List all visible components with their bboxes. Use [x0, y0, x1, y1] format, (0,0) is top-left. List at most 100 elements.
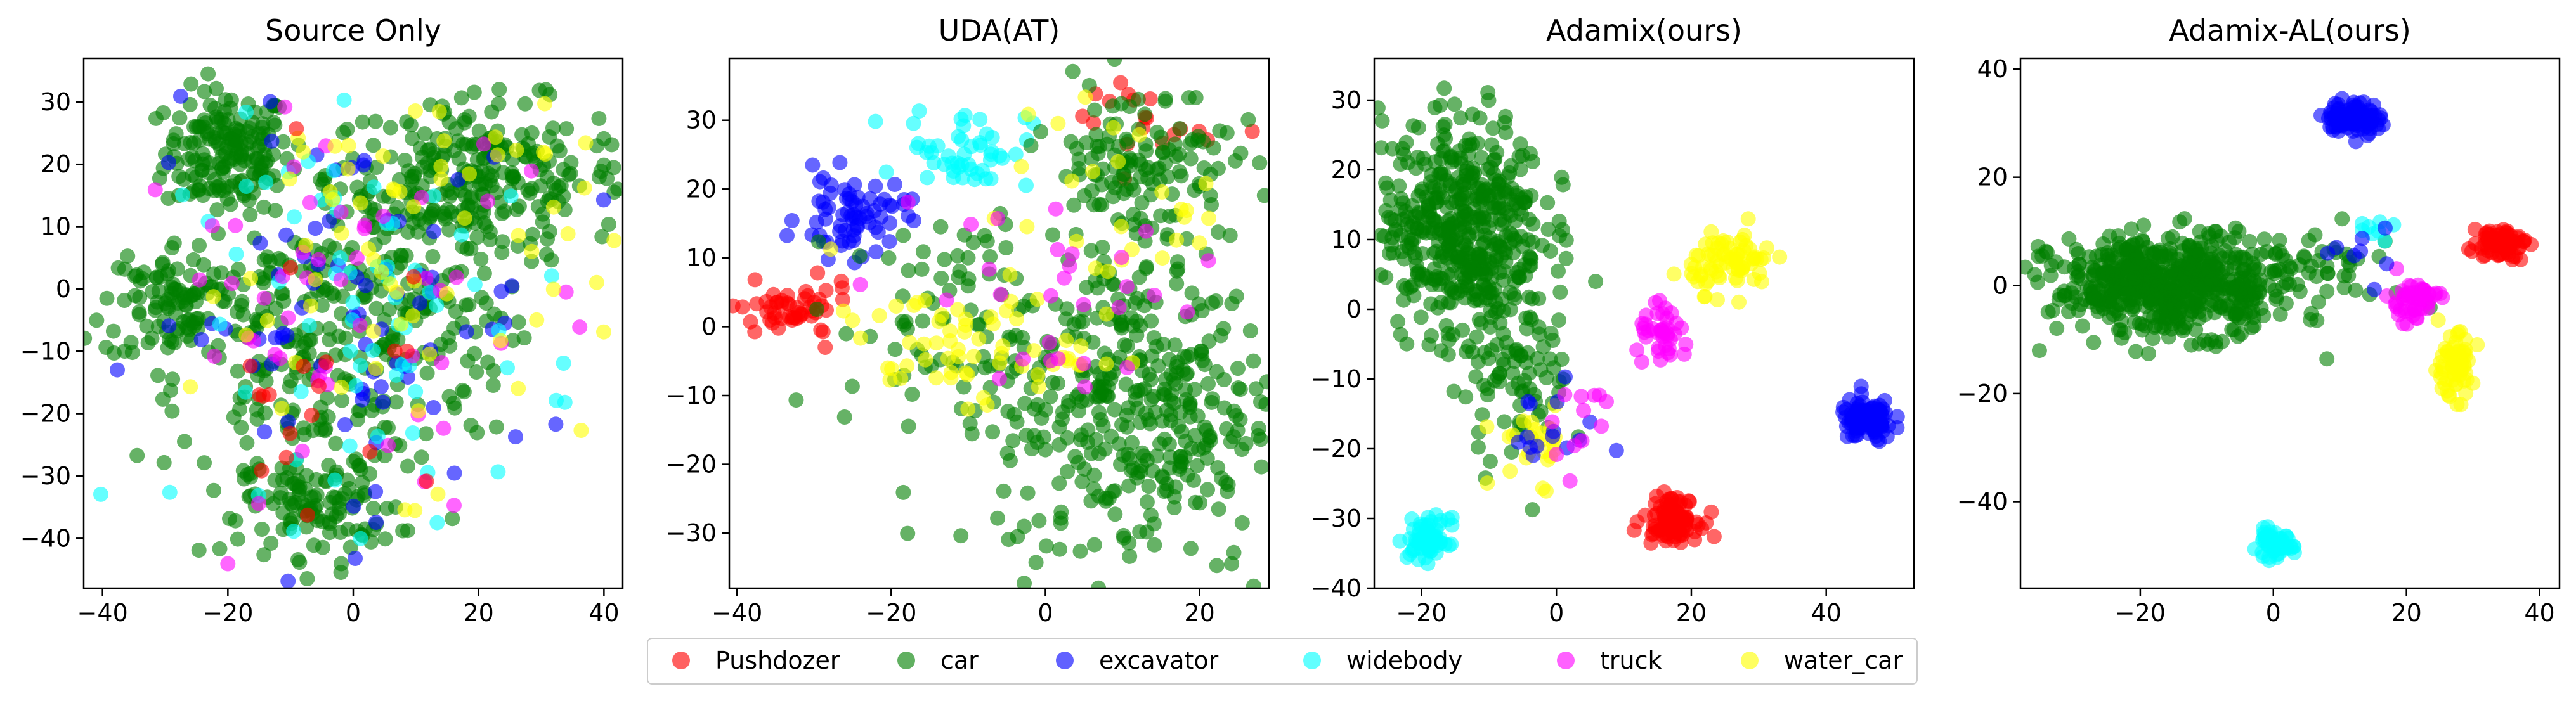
point-car [2040, 304, 2056, 320]
point-truck [1111, 300, 1127, 316]
point-car [381, 420, 396, 435]
point-car [559, 121, 575, 137]
point-car [209, 202, 225, 218]
point-widebody [293, 383, 309, 399]
point-car [2207, 305, 2222, 321]
point-car [139, 318, 155, 334]
point-car [355, 475, 370, 491]
point-car [1481, 93, 1497, 108]
point-car [410, 224, 426, 240]
point-truck [981, 261, 997, 277]
point-car [150, 368, 166, 383]
point-excavator [835, 233, 850, 249]
point-water-car [1085, 164, 1101, 179]
point-car [1446, 383, 1462, 399]
point-car [1538, 370, 1554, 385]
point-car [996, 483, 1012, 499]
point-widebody [365, 342, 381, 358]
point-water-car [1058, 333, 1074, 349]
point-car [2064, 285, 2079, 301]
point-excavator [2379, 256, 2395, 272]
point-car [1051, 475, 1067, 491]
legend-marker-excavator [1056, 652, 1074, 669]
point-truck [251, 496, 266, 511]
point-widebody [238, 384, 254, 400]
point-water-car [365, 323, 381, 339]
y-tick-label: 0 [1993, 271, 2008, 299]
point-car [2034, 248, 2050, 264]
point-car [985, 424, 1001, 440]
point-car [1497, 115, 1512, 131]
point-car [474, 164, 490, 179]
point-car [536, 158, 552, 174]
point-car [2195, 262, 2211, 278]
x-tick-label: 20 [1184, 599, 1214, 627]
x-tick-label: −40 [77, 599, 128, 627]
point-car [332, 525, 348, 540]
point-excavator [426, 400, 441, 415]
point-car [2175, 243, 2190, 259]
point-truck [224, 276, 240, 292]
point-car [1066, 316, 1082, 332]
point-car [463, 418, 479, 434]
point-car [337, 486, 353, 501]
point-car [466, 84, 482, 100]
point-car [516, 330, 532, 346]
point-car [478, 295, 494, 311]
point-Pushdozer [387, 343, 403, 359]
point-car [2215, 264, 2230, 280]
point-car [98, 340, 114, 355]
point-water-car [918, 352, 933, 368]
point-water-car [436, 133, 452, 149]
point-water-car [334, 225, 349, 241]
point-water-car [871, 307, 887, 323]
point-car [1240, 112, 1256, 127]
point-widebody [543, 268, 559, 284]
point-car [2119, 260, 2135, 276]
point-car [1521, 365, 1537, 381]
point-truck [1119, 359, 1135, 375]
y-tick-label: −20 [666, 451, 717, 479]
point-car [1167, 337, 1183, 353]
point-car [1497, 414, 1512, 430]
point-water-car [606, 233, 622, 248]
point-car [1482, 454, 1498, 470]
point-Pushdozer [304, 408, 320, 423]
legend-label-excavator: excavator [1099, 646, 1219, 674]
point-water-car [2456, 358, 2472, 374]
y-tick-label: −30 [1311, 505, 1362, 532]
point-car [517, 96, 533, 112]
point-car [1095, 418, 1111, 434]
point-truck [1147, 288, 1162, 303]
point-truck [277, 99, 293, 115]
point-excavator [811, 193, 827, 209]
point-water-car [325, 191, 341, 207]
point-water-car [1201, 210, 1216, 226]
point-water-car [1759, 240, 1774, 256]
point-truck [476, 136, 491, 152]
point-car [953, 528, 969, 544]
point-car [2319, 283, 2335, 299]
legend-marker-pushdozer [672, 652, 690, 669]
point-Pushdozer [1678, 510, 1694, 525]
point-car [2048, 254, 2064, 270]
point-widebody [228, 247, 244, 262]
point-car [1184, 285, 1200, 301]
point-water-car [1069, 233, 1084, 249]
point-car [314, 298, 330, 313]
point-car [2182, 307, 2198, 323]
y-tick-label: 0 [1346, 295, 1362, 323]
point-car [1492, 374, 1507, 390]
point-excavator [1889, 409, 1905, 425]
point-truck [418, 271, 434, 286]
point-water-car [1013, 158, 1029, 174]
point-water-car [327, 138, 343, 154]
point-car [397, 153, 413, 168]
point-car [2136, 217, 2152, 233]
point-car [476, 266, 492, 281]
point-water-car [375, 148, 391, 164]
point-excavator [2329, 240, 2345, 255]
point-truck [1562, 473, 1578, 489]
point-car [2253, 300, 2269, 316]
point-car [1436, 80, 1452, 96]
